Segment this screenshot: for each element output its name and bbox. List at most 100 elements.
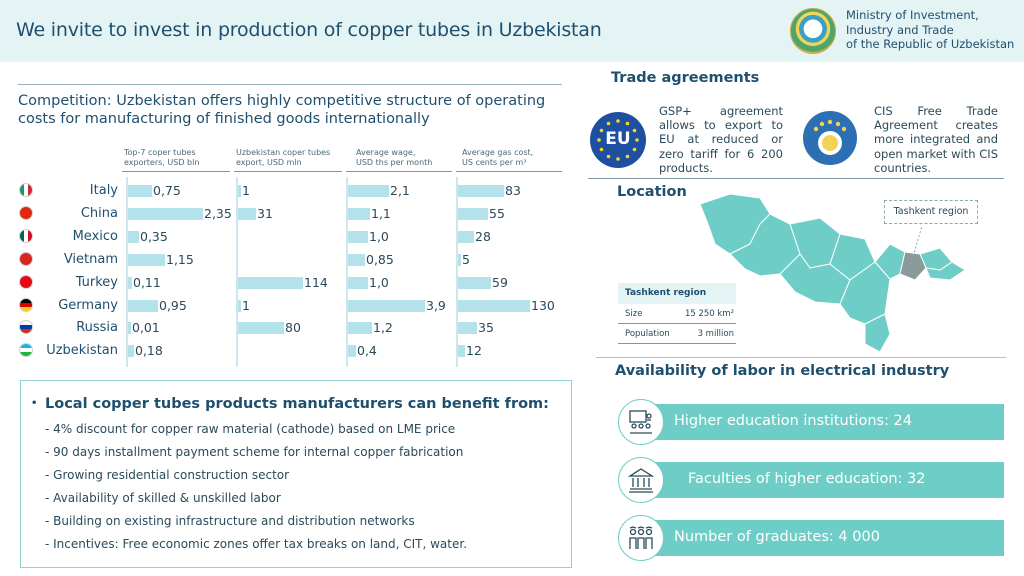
data-label: 59: [492, 275, 508, 290]
data-bar: [348, 277, 368, 289]
data-label: 1: [242, 183, 250, 198]
data-bar: [128, 185, 152, 197]
turkey-flag-icon: [19, 275, 33, 289]
data-bar: [348, 345, 356, 357]
country-label: Russia: [76, 320, 118, 335]
row-label: Population: [625, 329, 670, 339]
data-bar: [128, 254, 165, 266]
data-bar: [128, 277, 132, 289]
data-bar: [458, 254, 461, 266]
column-rule: [234, 171, 342, 172]
italy-flag-icon: [19, 183, 33, 197]
country-label: Vietnam: [63, 252, 118, 267]
trade-title: Trade agreements: [611, 70, 760, 86]
data-bar: [348, 185, 389, 197]
data-label: 0,95: [159, 298, 187, 313]
data-label: 1,15: [166, 252, 194, 267]
data-label: 28: [475, 229, 491, 244]
data-bar: [238, 300, 241, 312]
data-bar: [348, 300, 425, 312]
data-label: 130: [531, 298, 555, 313]
bar-axis: [236, 177, 238, 367]
column-header-title: Uzbekistan coper tubes: [236, 148, 331, 157]
labor-item-text: Number of graduates: 4 000: [674, 529, 880, 545]
column-header-gas: Average gas cost, US cents per m³: [462, 148, 533, 168]
data-label: 5: [462, 252, 470, 267]
data-label: 0,75: [153, 183, 181, 198]
benefits-heading: Local copper tubes products manufacturer…: [31, 396, 549, 412]
ministry-line: of the Republic of Uzbekistan: [846, 37, 1015, 51]
labor-title: Availability of labor in electrical indu…: [615, 363, 950, 379]
column-rule: [346, 171, 452, 172]
mexico-flag-icon: [19, 229, 33, 243]
column-header-subtitle: exporters, USD bln: [124, 158, 200, 167]
data-bar: [458, 231, 474, 243]
location-title: Location: [617, 184, 687, 200]
country-label: Germany: [58, 298, 118, 313]
country-label: Mexico: [72, 229, 118, 244]
uzbekistan-map: [699, 193, 966, 353]
data-label: 80: [285, 320, 301, 335]
germany-flag-icon: [19, 298, 33, 312]
benefit-item: - Incentives: Free economic zones offer …: [45, 537, 468, 551]
column-rule: [122, 171, 230, 172]
labor-item: Faculties of higher education: 32: [640, 462, 1004, 498]
column-header-title: Top-7 coper tubes: [124, 148, 196, 157]
ministry-line: Industry and Trade: [846, 22, 954, 37]
header: We invite to invest in production of cop…: [0, 0, 1024, 62]
labor-item: Number of graduates: 4 000: [640, 520, 1004, 556]
data-bar: [238, 185, 241, 197]
country-label: Uzbekistan: [46, 343, 118, 358]
data-label: 3,9: [426, 298, 446, 313]
column-header-wage: Average wage, USD ths per month: [356, 148, 432, 168]
bar-axis: [346, 177, 348, 367]
data-label: 1,1: [371, 206, 391, 221]
divider: [18, 84, 562, 85]
data-bar: [458, 322, 477, 334]
data-label: 1,0: [369, 229, 389, 244]
labor-item-text: Higher education institutions: 24: [674, 413, 913, 429]
table-row: Size 15 250 km²: [618, 304, 736, 324]
benefit-item: - Building on existing infrastructure an…: [45, 514, 415, 528]
column-header-uz-export: Uzbekistan coper tubes export, USD mln: [236, 148, 330, 168]
cis-description: CIS Free Trade Agreement creates more in…: [874, 104, 998, 175]
eu-logo-text: EU: [605, 129, 631, 149]
cis-emblem-icon: [803, 111, 857, 165]
tashkent-region-label: Tashkent region: [884, 200, 978, 224]
data-label: 1: [242, 298, 250, 313]
page-title: We invite to invest in production of cop…: [16, 19, 602, 41]
table-row: Population 3 million: [618, 324, 736, 344]
benefit-item: - 90 days installment payment scheme for…: [45, 445, 464, 459]
data-label: 2,35: [204, 206, 232, 221]
data-bar: [458, 300, 530, 312]
data-bar: [348, 254, 365, 266]
data-label: 1,2: [373, 320, 393, 335]
university-building-icon: [618, 457, 664, 503]
ministry-line: Ministry of Investment,: [846, 8, 979, 22]
data-label: 55: [489, 206, 505, 221]
data-label: 31: [257, 206, 273, 221]
benefit-item: - 4% discount for copper raw material (c…: [45, 422, 456, 436]
data-bar: [458, 185, 504, 197]
graduates-icon: [618, 515, 664, 561]
uzbekistan-flag-icon: [19, 343, 33, 357]
data-label: 35: [478, 320, 494, 335]
benefits-box: Local copper tubes products manufacturer…: [20, 380, 572, 568]
eu-flag-icon: EU: [590, 112, 646, 168]
data-label: 83: [505, 183, 521, 198]
table-title: Tashkent region: [618, 283, 736, 304]
data-bar: [128, 208, 203, 220]
vietnam-flag-icon: [19, 252, 33, 266]
china-flag-icon: [19, 206, 33, 220]
university-building-icon-graphic: [627, 468, 655, 493]
column-header-title: Average wage,: [356, 148, 416, 157]
data-bar: [348, 231, 368, 243]
country-label: Italy: [89, 183, 118, 198]
row-value: 3 million: [697, 329, 734, 339]
data-label: 114: [304, 275, 328, 290]
data-label: 0,01: [132, 320, 160, 335]
bar-axis: [126, 177, 128, 367]
tashkent-region-table: Tashkent region Size 15 250 km² Populati…: [618, 283, 736, 344]
row-value: 15 250 km²: [684, 309, 734, 319]
data-label: 1,0: [369, 275, 389, 290]
